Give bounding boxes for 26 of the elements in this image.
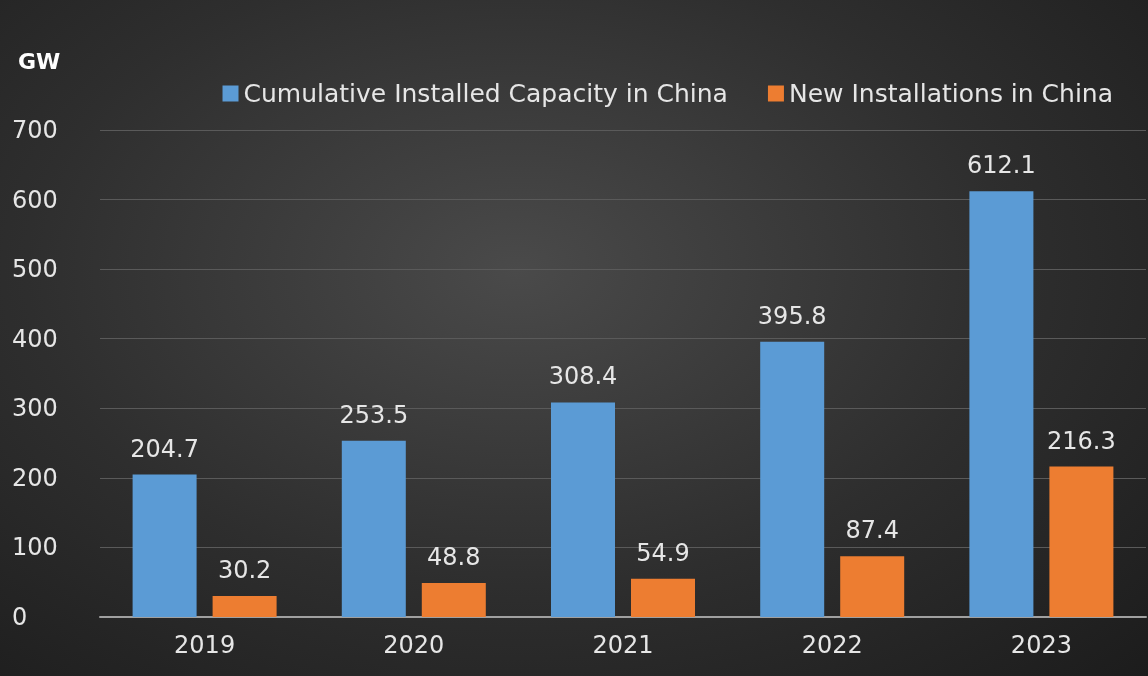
x-tick-label: 2023 (1010, 631, 1072, 659)
y-tick-label: 700 (12, 116, 58, 144)
data-label: 308.4 (548, 362, 618, 391)
y-tick-label: 500 (12, 255, 58, 284)
x-tick-label: 2021 (592, 631, 654, 659)
x-tick-label: 2020 (383, 631, 445, 659)
x-tick-label: 2022 (801, 631, 863, 659)
y-tick-label: 100 (12, 533, 58, 562)
y-axis-title: GW (18, 48, 61, 74)
y-tick-label: 0 (12, 603, 28, 631)
data-label: 48.8 (427, 543, 481, 572)
data-label: 204.7 (130, 434, 199, 463)
data-label: 253.5 (339, 400, 409, 429)
legend-label: Cumulative Installed Capacity in China (243, 79, 728, 108)
data-label: 216.3 (1047, 426, 1116, 455)
data-label: 612.1 (967, 151, 1036, 180)
data-label: 54.9 (636, 538, 690, 567)
data-label: 395.8 (757, 301, 827, 330)
y-tick-label: 600 (12, 185, 58, 214)
x-tick-label: 2019 (174, 631, 236, 659)
y-tick-label: 400 (12, 324, 58, 353)
data-label: 87.4 (845, 516, 899, 545)
y-tick-label: 200 (12, 463, 58, 492)
legend-label: New Installations in China (788, 79, 1113, 108)
data-label: 30.2 (217, 555, 272, 584)
y-tick-label: 300 (12, 394, 58, 423)
